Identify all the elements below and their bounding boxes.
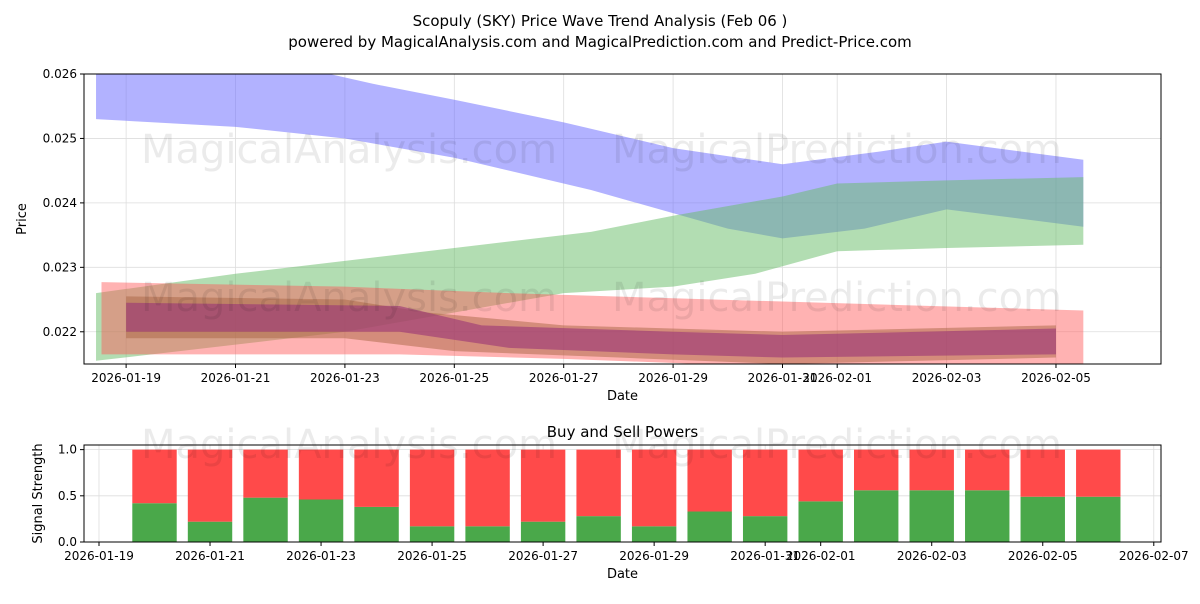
y-tick-label: 1.0 xyxy=(58,443,77,457)
buy-bar xyxy=(1020,496,1065,542)
x-tick-label: 2026-01-27 xyxy=(529,371,599,385)
sell-bar xyxy=(853,449,899,491)
signal-chart: 2026-01-19 2026-01-21 2026-01-23 2026-01-25… xyxy=(31,422,1189,582)
x-tick-label: 2026-01-21 xyxy=(201,371,271,385)
sell-bar xyxy=(742,449,788,517)
sell-bar xyxy=(298,449,344,500)
y-tick-label: 0.024 xyxy=(43,196,77,210)
buy-bar xyxy=(132,503,177,542)
x-tick-label: 2026-01-23 xyxy=(310,371,380,385)
bands xyxy=(96,74,1084,364)
x-tick-label: 2026-02-07 xyxy=(1119,549,1189,563)
sell-bar xyxy=(687,449,732,512)
buy-bar xyxy=(687,511,732,542)
bot-frame xyxy=(83,444,1162,543)
sell-bar xyxy=(1076,449,1121,497)
x-tick-label: 2026-01-27 xyxy=(508,549,578,563)
sell-bar xyxy=(798,449,843,502)
x-tick-label: 2026-01-29 xyxy=(619,549,689,563)
buy-bar xyxy=(465,526,510,542)
x-axis-label: Date xyxy=(607,567,638,582)
sell-bar xyxy=(354,449,399,507)
x-axis-label: Date xyxy=(607,389,638,404)
y-tick-label: 0.022 xyxy=(43,325,77,339)
buy-bar xyxy=(243,497,288,542)
buy-bar xyxy=(909,490,954,542)
x-tick-label: 2026-01-19 xyxy=(64,549,134,563)
x-tick-label: 2026-01-23 xyxy=(286,549,356,563)
x-tick-label: 2026-02-05 xyxy=(1008,549,1078,563)
price-chart: 2026-01-19 2026-01-21 2026-01-23 2026-01-25… xyxy=(15,67,1162,404)
y-tick-label: 0.026 xyxy=(43,67,77,81)
watermark: MagicalPrediction.com xyxy=(612,275,1062,321)
sell-bar xyxy=(520,449,566,522)
sell-bar xyxy=(1020,449,1065,497)
buy-bar xyxy=(742,516,788,542)
x-tick-label: 2026-02-03 xyxy=(897,549,967,563)
x-tick-label: 2026-01-31 xyxy=(730,549,800,563)
sell-bar xyxy=(909,449,954,491)
buy-bar xyxy=(298,499,344,542)
buy-bar xyxy=(631,526,677,542)
watermark: MagicalAnalysis.com xyxy=(141,127,557,173)
y-tick-label: 0.025 xyxy=(43,131,77,145)
buy-bar xyxy=(798,501,843,542)
buy-bar xyxy=(520,521,566,542)
x-tick-label: 2026-02-05 xyxy=(1021,371,1091,385)
buy-bar xyxy=(1076,496,1121,542)
top-frame xyxy=(83,73,1162,365)
x-tick-label: 2026-02-01 xyxy=(786,549,856,563)
x-tick-label: 2026-01-19 xyxy=(91,371,161,385)
x-tick-label: 2026-01-21 xyxy=(175,549,245,563)
sell-bar xyxy=(465,449,510,527)
band-purple xyxy=(126,302,1056,358)
y-tick-label: 0.023 xyxy=(43,260,77,274)
x-tick-label: 2026-01-31 xyxy=(748,371,818,385)
y-axis-label: Price xyxy=(15,203,30,235)
x-tick-label: 2026-02-01 xyxy=(802,371,872,385)
chart-title: Scopuly (SKY) Price Wave Trend Analysis … xyxy=(413,12,788,30)
sell-bar xyxy=(631,449,677,527)
sell-bar xyxy=(187,449,233,522)
buy-bar xyxy=(576,516,621,542)
x-tick-label: 2026-02-03 xyxy=(912,371,982,385)
watermark: MagicalAnalysis.com xyxy=(141,275,557,321)
y-axis-label: Signal Strength xyxy=(31,443,46,543)
x-tick-label: 2026-01-25 xyxy=(419,371,489,385)
sell-bar xyxy=(243,449,288,498)
buy-bar xyxy=(965,490,1010,542)
watermark: MagicalPrediction.com xyxy=(612,127,1062,173)
x-tick-label: 2026-01-25 xyxy=(397,549,467,563)
buy-bar xyxy=(187,521,233,542)
subchart-title: Buy and Sell Powers xyxy=(547,423,699,441)
buy-bar xyxy=(853,490,899,542)
buy-bar xyxy=(354,506,399,542)
sell-bar xyxy=(965,449,1010,491)
sell-bar xyxy=(409,449,455,527)
x-tick-label: 2026-01-29 xyxy=(638,371,708,385)
y-tick-label: 0.0 xyxy=(58,535,77,549)
chart-subtitle: powered by MagicalAnalysis.com and Magic… xyxy=(288,33,912,51)
sell-bar xyxy=(576,449,621,517)
buy-bar xyxy=(409,526,455,542)
sell-bar xyxy=(132,449,177,504)
y-tick-label: 0.5 xyxy=(58,489,77,503)
